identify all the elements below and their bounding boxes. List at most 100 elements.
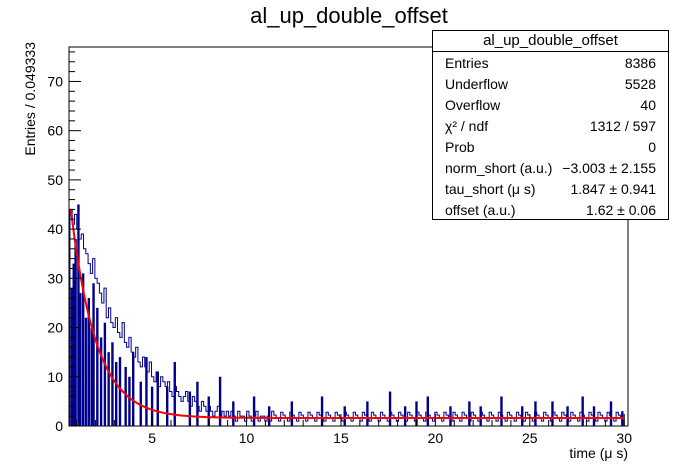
stats-label: χ² / ndf [445, 117, 489, 134]
stats-label: norm_short (a.u.) [445, 159, 553, 176]
histogram-bin [99, 337, 103, 426]
stats-value: 8386 [624, 54, 656, 71]
histogram-bin [521, 406, 524, 426]
histogram-bin [103, 322, 107, 426]
stats-row-tau-short: tau_short (μ s) 1.847 ± 0.941 [433, 178, 668, 199]
histogram-bin [343, 406, 346, 426]
fit-line [69, 209, 624, 419]
stats-row-prob: Prob 0 [433, 136, 668, 157]
histogram-bin [87, 298, 91, 426]
stats-value: 1.847 ± 0.941 [570, 180, 656, 197]
histogram-bin [592, 406, 596, 426]
histogram-outline [69, 208, 625, 426]
histogram-bin [388, 391, 392, 426]
x-tick-label: 25 [522, 430, 538, 446]
stats-value: 40 [640, 96, 656, 113]
chart-title: al_up_double_offset [250, 3, 448, 28]
histogram-bin [84, 317, 88, 426]
histogram-bin [156, 371, 159, 426]
histogram-bin [581, 396, 584, 426]
fit-component-line [70, 209, 624, 419]
y-tick-label: 0 [55, 418, 63, 434]
histogram-bin [609, 401, 613, 426]
histogram-bin [366, 401, 369, 426]
histogram-bin [115, 362, 118, 426]
stats-box: al_up_double_offset Entries 8386 Underfl… [432, 30, 669, 220]
stats-label: Prob [445, 138, 475, 155]
histogram-bin [150, 386, 154, 426]
histogram-bin [111, 342, 114, 426]
y-tick-label: 70 [47, 73, 63, 89]
histogram-bin [534, 401, 537, 426]
histogram-bin [207, 396, 210, 426]
histogram-bin [173, 362, 176, 426]
histogram-bin [124, 366, 127, 426]
x-tick-label: 10 [239, 430, 255, 446]
histogram-bin [290, 401, 294, 426]
histogram-bin [79, 293, 82, 426]
histogram-bin [72, 263, 75, 426]
histogram-bin [139, 381, 142, 426]
stats-label: Underflow [445, 75, 509, 92]
histogram-bin [90, 327, 93, 426]
histogram-series [69, 204, 625, 426]
stats-row-offset: offset (a.u.) 1.62 ± 0.06 [433, 199, 668, 220]
x-tick-label: 30 [616, 430, 632, 446]
histogram-bin [403, 406, 407, 426]
stats-box-rows: Entries 8386 Underflow 5528 Overflow 40 … [433, 52, 668, 220]
histogram-bin [566, 406, 569, 426]
y-axis-label: Entries / 0.049333 [22, 42, 38, 156]
stats-label: Entries [445, 54, 489, 71]
y-tick-label: 40 [47, 221, 63, 237]
x-tick-label: 15 [333, 430, 349, 446]
histogram-bin [479, 406, 482, 426]
y-tick-label: 10 [47, 369, 63, 385]
stats-label: Overflow [445, 96, 501, 113]
histogram-bin [196, 381, 199, 426]
histogram-bin [74, 238, 77, 426]
plot-area-border [68, 46, 629, 427]
histogram-bin [132, 352, 135, 426]
stats-value: 5528 [624, 75, 656, 92]
histogram-bin [551, 401, 554, 426]
histogram-bin [468, 401, 471, 426]
x-tick-label: 5 [148, 430, 156, 446]
x-axis-label: time (μ s) [569, 445, 628, 461]
histogram-bin [128, 376, 131, 426]
histogram-bin [118, 357, 122, 426]
histogram-bin [188, 391, 192, 426]
histogram-bin [77, 204, 80, 426]
axes: 5 10 15 20 25 30 0 10 20 30 40 50 60 70 [47, 51, 632, 446]
stats-label: tau_short (μ s) [445, 180, 536, 197]
histogram-bin [449, 406, 452, 426]
histogram-bin [81, 273, 85, 426]
histogram-bin [96, 307, 99, 426]
y-tick-label: 30 [47, 270, 63, 286]
y-tick-label: 20 [47, 320, 63, 336]
histogram-bin [252, 396, 256, 426]
stats-row-norm-short: norm_short (a.u.) −3.003 ± 2.155 [433, 157, 668, 178]
x-tick-label: 20 [428, 430, 444, 446]
histogram-bin [218, 376, 222, 426]
fit-curve [69, 209, 624, 419]
histogram-bin [107, 352, 110, 426]
histogram-bin [426, 396, 430, 426]
stats-value: 1.62 ± 0.06 [586, 201, 656, 218]
histogram-bin [145, 357, 148, 426]
stats-value: 1312 / 597 [589, 117, 656, 134]
histogram-bin [267, 406, 271, 426]
stats-value: 0 [648, 138, 656, 155]
stats-row-entries: Entries 8386 [433, 52, 668, 73]
histogram-bin [500, 396, 503, 426]
stats-row-chi2: χ² / ndf 1312 / 597 [433, 115, 668, 136]
y-tick-label: 60 [47, 123, 63, 139]
stats-label: offset (a.u.) [445, 201, 516, 218]
stats-value: −3.003 ± 2.155 [562, 159, 656, 176]
histogram-bin [166, 386, 169, 426]
histogram-bin [232, 401, 235, 426]
histogram-bin [415, 401, 418, 426]
histogram-bin [92, 283, 95, 426]
stats-box-title: al_up_double_offset [433, 31, 668, 52]
histogram-bin [320, 396, 324, 426]
y-tick-label: 50 [47, 172, 63, 188]
